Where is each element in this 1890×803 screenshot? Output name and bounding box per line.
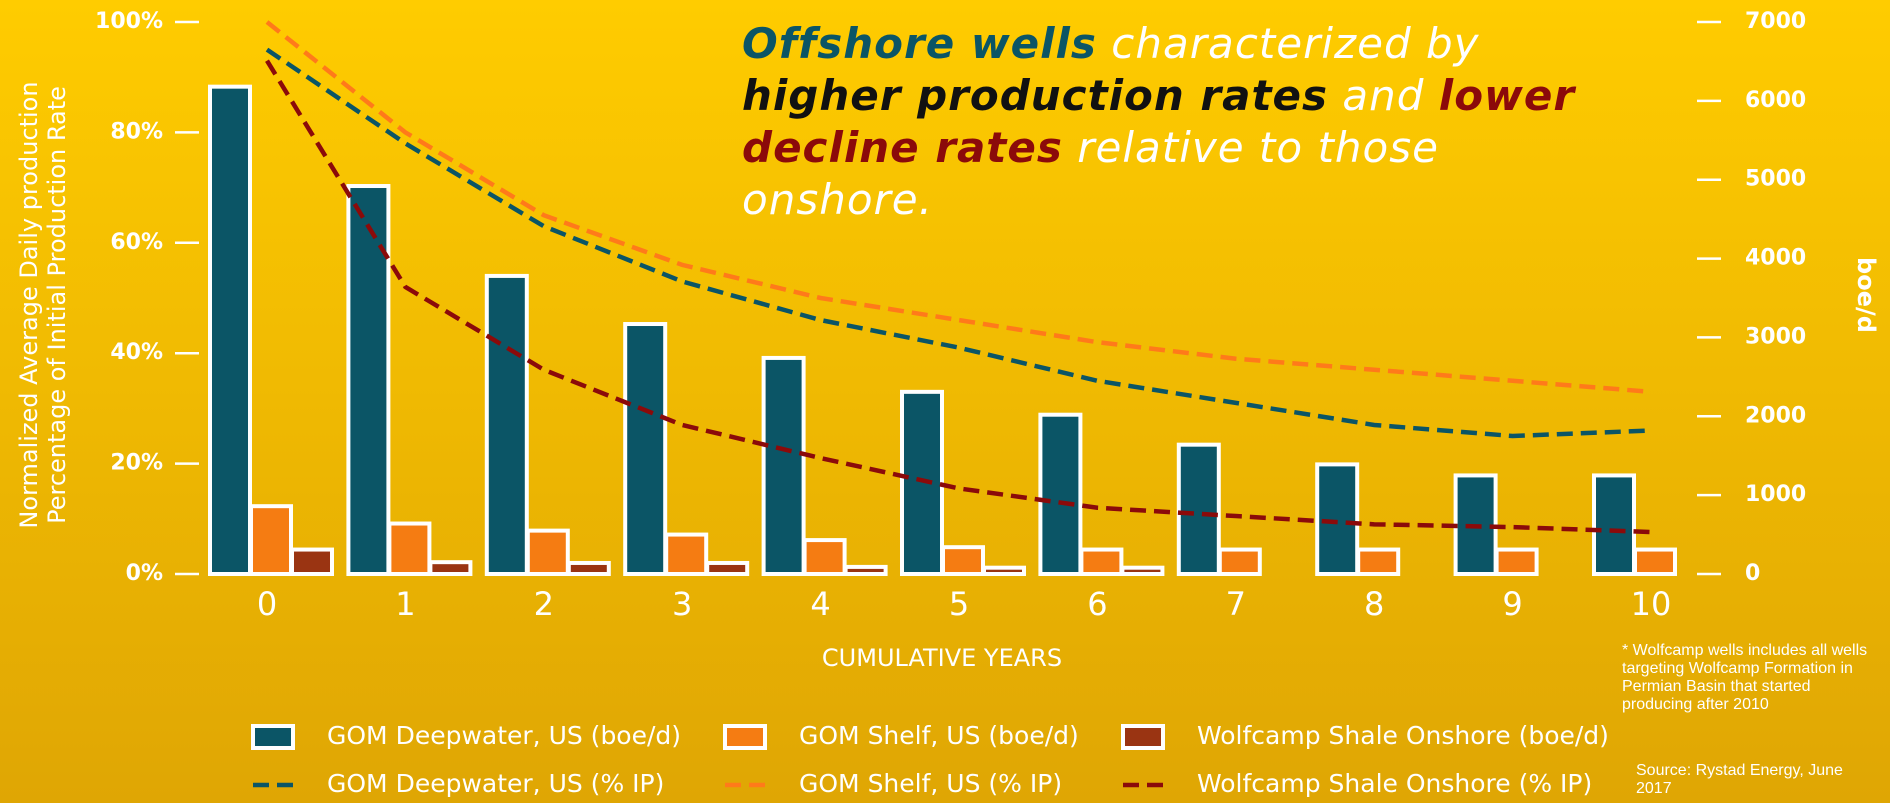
y-tick-label: 100%: [95, 9, 163, 34]
y-tick-label: 0%: [126, 561, 163, 586]
x-tick-label: 6: [1087, 585, 1107, 623]
legend-label: GOM Shelf, US (% IP): [799, 769, 1062, 798]
x-tick-label: 5: [949, 585, 969, 623]
x-tick-label: 7: [1226, 585, 1246, 623]
bar: [208, 84, 252, 576]
title-part: relative to those onshore.: [742, 123, 1439, 224]
y2-tick-label: 1000: [1745, 482, 1806, 507]
bar: [290, 547, 334, 576]
y-tick-label: 80%: [110, 119, 163, 144]
bar: [1592, 473, 1636, 576]
y-axis-label: Normalized Average Daily production: [15, 81, 43, 528]
bar: [623, 322, 668, 576]
bar: [941, 545, 985, 577]
y-tick-label: 20%: [110, 451, 163, 476]
title-part: and: [1342, 71, 1425, 120]
y2-tick-label: 7000: [1745, 9, 1806, 34]
legend-label: GOM Deepwater, US (% IP): [327, 769, 664, 798]
x-tick-label: 9: [1502, 585, 1522, 623]
line: [265, 20, 1652, 395]
line: [265, 47, 1652, 439]
y2-axis-label: boe/d: [1852, 257, 1880, 333]
bar: [1038, 412, 1083, 576]
title-part: Offshore wells: [742, 19, 1097, 68]
bar: [982, 565, 1026, 576]
legend-swatch: [251, 724, 295, 750]
source: Source: Rystad Energy, June 2017: [1636, 762, 1843, 797]
bar: [525, 528, 570, 577]
bar: [664, 532, 709, 576]
title-part: lower decline rates: [742, 71, 1576, 172]
line: [265, 59, 1652, 535]
legend-label: Wolfcamp Shale Onshore (% IP): [1197, 769, 1592, 798]
y-tick-label: 60%: [110, 230, 163, 255]
x-tick-label: 4: [810, 585, 830, 623]
bar: [843, 564, 888, 576]
title-part: higher production rates: [742, 71, 1329, 120]
bar: [1633, 547, 1677, 576]
legend-label: GOM Deepwater, US (boe/d): [327, 721, 681, 750]
title-part: characterized by: [1111, 19, 1480, 68]
y2-tick-label: 5000: [1745, 167, 1806, 192]
bar: [705, 560, 750, 577]
legend-label: GOM Shelf, US (boe/d): [799, 721, 1079, 750]
y2-tick-label: 4000: [1745, 246, 1806, 271]
bar: [346, 184, 391, 576]
bar: [1217, 547, 1262, 576]
bar: [249, 504, 293, 577]
bar: [1494, 547, 1539, 576]
bar: [1120, 565, 1165, 576]
y2-tick-label: 0: [1745, 561, 1760, 586]
x-tick-label: 1: [395, 585, 415, 623]
x-tick-label: 2: [534, 585, 554, 623]
bar: [387, 521, 432, 577]
legend-label: Wolfcamp Shale Onshore (boe/d): [1197, 721, 1609, 750]
y2-tick-label: 6000: [1745, 88, 1806, 113]
y-tick-label: 40%: [110, 340, 163, 365]
bar: [484, 273, 529, 576]
legend-swatch: [723, 724, 767, 750]
bar: [428, 560, 473, 577]
x-tick-label: 10: [1631, 585, 1672, 623]
y2-tick-label: 3000: [1745, 324, 1806, 349]
y2-tick-label: 2000: [1745, 403, 1806, 428]
bar: [900, 389, 944, 576]
bar: [802, 538, 847, 577]
x-tick-label: 3: [672, 585, 692, 623]
bar: [1356, 547, 1401, 576]
bar: [761, 355, 806, 576]
bar: [1176, 442, 1221, 576]
x-tick-label: 0: [257, 585, 277, 623]
x-axis-label: CUMULATIVE YEARS: [822, 644, 1062, 672]
legend-swatch: [1121, 724, 1165, 750]
footnote: * Wolfcamp wells includes all wells targ…: [1622, 642, 1868, 713]
bar: [1079, 547, 1124, 576]
y-axis-label: Percentage of Initial Production Rate: [43, 86, 71, 524]
chart-title: Offshore wells characterized by higher p…: [742, 18, 1622, 226]
x-tick-label: 8: [1364, 585, 1384, 623]
bar: [566, 560, 611, 577]
